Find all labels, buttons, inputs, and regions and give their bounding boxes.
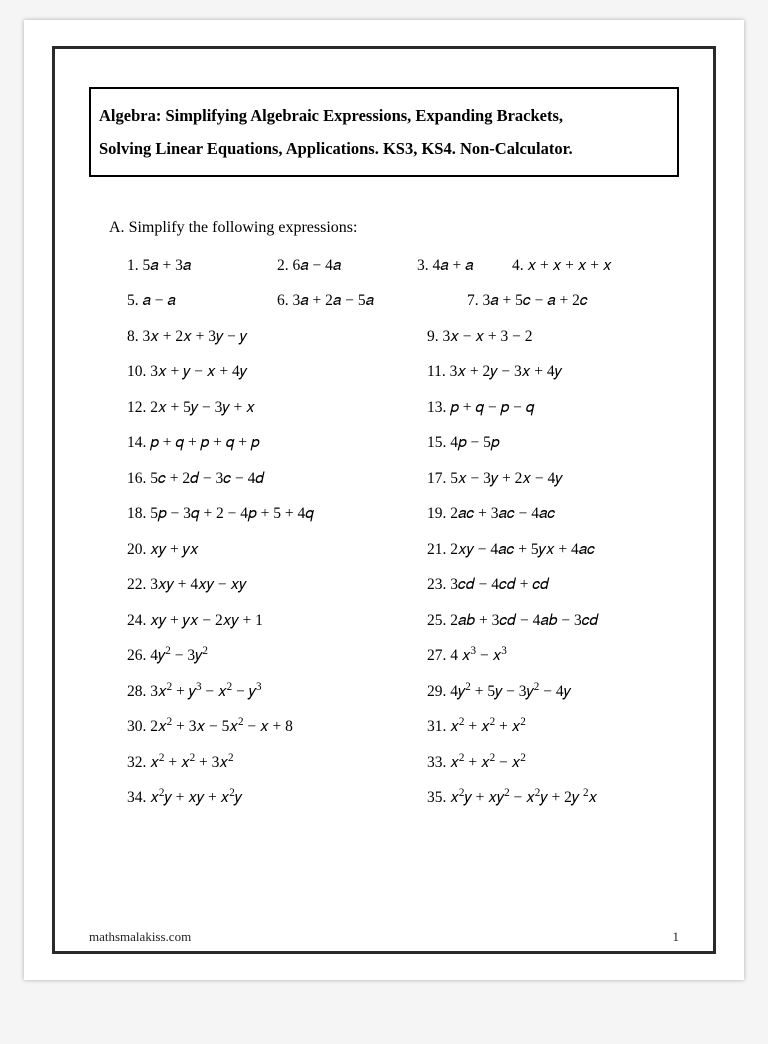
problem-21: 21. 2𝑥𝑦 − 4𝑎𝑐 + 5𝑦𝑥 + 4𝑎𝑐: [427, 539, 679, 561]
problem-25: 25. 2𝑎𝑏 + 3𝑐𝑑 − 4𝑎𝑏 − 3𝑐𝑑: [427, 610, 679, 632]
problems-list: 1. 5𝑎 + 3𝑎 2. 6𝑎 − 4𝑎 3. 4𝑎 + 𝑎 4. 𝑥 + 𝑥…: [127, 255, 679, 810]
problem-12: 12. 2𝑥 + 5𝑦 − 3𝑦 + 𝑥: [127, 397, 427, 419]
problem-row: 28. 3𝑥2 + 𝑦3 − 𝑥2 − 𝑦3 29. 4𝑦2 + 5𝑦 − 3𝑦…: [127, 681, 679, 703]
problem-32: 32. 𝑥2 + 𝑥2 + 3𝑥2: [127, 752, 427, 774]
problem-19: 19. 2𝑎𝑐 + 3𝑎𝑐 − 4𝑎𝑐: [427, 503, 679, 525]
section-text: Simplify the following expressions:: [129, 219, 358, 236]
problem-row: 20. 𝑥𝑦 + 𝑦𝑥 21. 2𝑥𝑦 − 4𝑎𝑐 + 5𝑦𝑥 + 4𝑎𝑐: [127, 539, 679, 561]
problem-16: 16. 5𝑐 + 2𝑑 − 3𝑐 − 4𝑑: [127, 468, 427, 490]
problem-row: 16. 5𝑐 + 2𝑑 − 3𝑐 − 4𝑑 17. 5𝑥 − 3𝑦 + 2𝑥 −…: [127, 468, 679, 490]
problem-22: 22. 3𝑥𝑦 + 4𝑥𝑦 − 𝑥𝑦: [127, 574, 427, 596]
title-box: Algebra: Simplifying Algebraic Expressio…: [89, 87, 679, 177]
problem-row: 8. 3𝑥 + 2𝑥 + 3𝑦 − 𝑦 9. 3𝑥 − 𝑥 + 3 − 2: [127, 326, 679, 348]
problem-2: 2. 6𝑎 − 4𝑎: [277, 255, 417, 277]
problem-5: 5. 𝑎 − 𝑎: [127, 290, 277, 312]
problem-27: 27. 4 𝑥3 − 𝑥3: [427, 645, 679, 667]
problem-24: 24. 𝑥𝑦 + 𝑦𝑥 − 2𝑥𝑦 + 1: [127, 610, 427, 632]
section-label: A.: [109, 219, 125, 236]
title-line-1: Algebra: Simplifying Algebraic Expressio…: [99, 99, 669, 132]
problem-1: 1. 5𝑎 + 3𝑎: [127, 255, 277, 277]
problem-row: 5. 𝑎 − 𝑎 6. 3𝑎 + 2𝑎 − 5𝑎 7. 3𝑎 + 5𝑐 − 𝑎 …: [127, 290, 679, 312]
problem-35: 35. 𝑥2𝑦 + 𝑥𝑦2 − 𝑥2𝑦 + 2𝑦 2𝑥: [427, 787, 679, 809]
problem-row: 18. 5𝑝 − 3𝑞 + 2 − 4𝑝 + 5 + 4𝑞 19. 2𝑎𝑐 + …: [127, 503, 679, 525]
problem-34: 34. 𝑥2𝑦 + 𝑥𝑦 + 𝑥2𝑦: [127, 787, 427, 809]
section-heading: A. Simplify the following expressions:: [109, 219, 679, 237]
page: Algebra: Simplifying Algebraic Expressio…: [24, 20, 744, 980]
problem-15: 15. 4𝑝 − 5𝑝: [427, 432, 679, 454]
problem-row: 1. 5𝑎 + 3𝑎 2. 6𝑎 − 4𝑎 3. 4𝑎 + 𝑎 4. 𝑥 + 𝑥…: [127, 255, 679, 277]
problem-14: 14. 𝑝 + 𝑞 + 𝑝 + 𝑞 + 𝑝: [127, 432, 427, 454]
problem-18: 18. 5𝑝 − 3𝑞 + 2 − 4𝑝 + 5 + 4𝑞: [127, 503, 427, 525]
problem-9: 9. 3𝑥 − 𝑥 + 3 − 2: [427, 326, 679, 348]
problem-29: 29. 4𝑦2 + 5𝑦 − 3𝑦2 − 4𝑦: [427, 681, 679, 703]
problem-row: 34. 𝑥2𝑦 + 𝑥𝑦 + 𝑥2𝑦 35. 𝑥2𝑦 + 𝑥𝑦2 − 𝑥2𝑦 +…: [127, 787, 679, 809]
footer-page: 1: [673, 929, 680, 945]
problem-6: 6. 3𝑎 + 2𝑎 − 5𝑎: [277, 290, 467, 312]
problem-13: 13. 𝑝 + 𝑞 − 𝑝 − 𝑞: [427, 397, 679, 419]
problem-row: 30. 2𝑥2 + 3𝑥 − 5𝑥2 − 𝑥 + 8 31. 𝑥2 + 𝑥2 +…: [127, 716, 679, 738]
problem-row: 26. 4𝑦2 − 3𝑦2 27. 4 𝑥3 − 𝑥3: [127, 645, 679, 667]
problem-23: 23. 3𝑐𝑑 − 4𝑐𝑑 + 𝑐𝑑: [427, 574, 679, 596]
problem-7: 7. 3𝑎 + 5𝑐 − 𝑎 + 2𝑐: [467, 290, 679, 312]
problem-row: 32. 𝑥2 + 𝑥2 + 3𝑥2 33. 𝑥2 + 𝑥2 − 𝑥2: [127, 752, 679, 774]
problem-26: 26. 4𝑦2 − 3𝑦2: [127, 645, 427, 667]
problem-31: 31. 𝑥2 + 𝑥2 + 𝑥2: [427, 716, 679, 738]
problem-28: 28. 3𝑥2 + 𝑦3 − 𝑥2 − 𝑦3: [127, 681, 427, 703]
problem-8: 8. 3𝑥 + 2𝑥 + 3𝑦 − 𝑦: [127, 326, 427, 348]
problem-11: 11. 3𝑥 + 2𝑦 − 3𝑥 + 4𝑦: [427, 361, 679, 383]
problem-20: 20. 𝑥𝑦 + 𝑦𝑥: [127, 539, 427, 561]
page-frame: Algebra: Simplifying Algebraic Expressio…: [52, 46, 716, 954]
problem-row: 10. 3𝑥 + 𝑦 − 𝑥 + 4𝑦 11. 3𝑥 + 2𝑦 − 3𝑥 + 4…: [127, 361, 679, 383]
title-line-2: Solving Linear Equations, Applications. …: [99, 132, 669, 165]
problem-10: 10. 3𝑥 + 𝑦 − 𝑥 + 4𝑦: [127, 361, 427, 383]
problem-3: 3. 4𝑎 + 𝑎: [417, 255, 512, 277]
problem-row: 12. 2𝑥 + 5𝑦 − 3𝑦 + 𝑥 13. 𝑝 + 𝑞 − 𝑝 − 𝑞: [127, 397, 679, 419]
problem-4: 4. 𝑥 + 𝑥 + 𝑥 + 𝑥: [512, 255, 679, 277]
problem-row: 14. 𝑝 + 𝑞 + 𝑝 + 𝑞 + 𝑝 15. 4𝑝 − 5𝑝: [127, 432, 679, 454]
problem-row: 24. 𝑥𝑦 + 𝑦𝑥 − 2𝑥𝑦 + 1 25. 2𝑎𝑏 + 3𝑐𝑑 − 4𝑎…: [127, 610, 679, 632]
problem-17: 17. 5𝑥 − 3𝑦 + 2𝑥 − 4𝑦: [427, 468, 679, 490]
footer: mathsmalakiss.com 1: [89, 929, 679, 945]
footer-site: mathsmalakiss.com: [89, 929, 191, 945]
problem-30: 30. 2𝑥2 + 3𝑥 − 5𝑥2 − 𝑥 + 8: [127, 716, 427, 738]
problem-33: 33. 𝑥2 + 𝑥2 − 𝑥2: [427, 752, 679, 774]
problem-row: 22. 3𝑥𝑦 + 4𝑥𝑦 − 𝑥𝑦 23. 3𝑐𝑑 − 4𝑐𝑑 + 𝑐𝑑: [127, 574, 679, 596]
